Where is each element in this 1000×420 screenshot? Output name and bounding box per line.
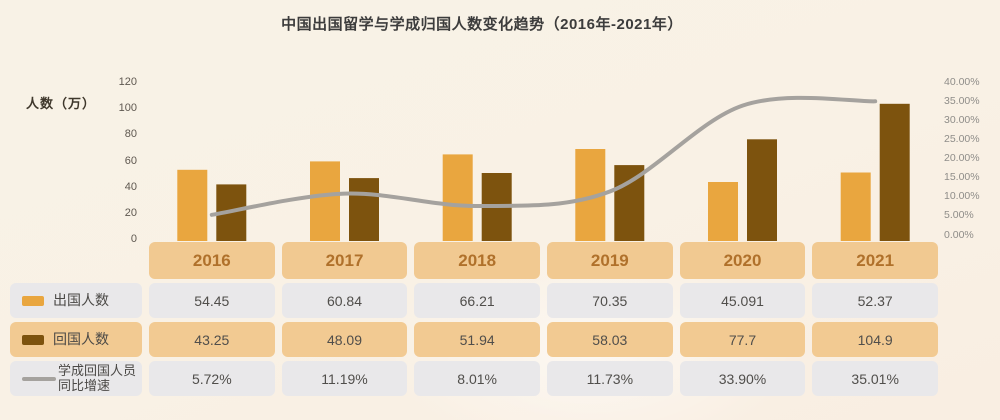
table-cell: 8.01%: [414, 361, 540, 396]
bar-abroad-2017: [310, 161, 340, 241]
y-tick: 100: [118, 102, 137, 115]
bar-abroad-2016: [177, 169, 208, 241]
table-cell: 70.35: [546, 283, 673, 318]
table-cell: 43.25: [149, 322, 275, 357]
y-tick: 0: [130, 233, 137, 246]
y2-tick: 40.00%: [944, 75, 980, 88]
y2-tick: 5.00%: [944, 209, 974, 222]
table-cell: 58.03: [546, 322, 673, 357]
legend-label: 出国人数: [53, 292, 109, 309]
y2-tick: 20.00%: [944, 152, 980, 165]
legend-label: 学成回国人员 同比增速: [58, 362, 137, 393]
bar-abroad-2018: [442, 154, 473, 241]
table-cell: 77.7: [679, 322, 806, 357]
table-cell: 48.09: [281, 322, 408, 357]
table-cell: 104.9: [812, 322, 938, 357]
table-corner-spacer: [10, 242, 142, 279]
year-header-cell: 2018: [414, 242, 540, 279]
legend-abroad: 出国人数: [10, 283, 142, 318]
table-cell: 33.90%: [679, 361, 806, 396]
y-axis-label: 人数（万）: [26, 96, 97, 111]
table-cell: 5.72%: [149, 361, 275, 396]
y2-tick: 30.00%: [944, 113, 980, 126]
abroad-swatch: [22, 295, 44, 306]
y-tick: 120: [118, 76, 137, 88]
table-cell: 60.84: [281, 283, 408, 318]
y2-tick: 35.00%: [944, 94, 980, 107]
year-header-cell: 2017: [281, 242, 408, 279]
bar-return-2017: [349, 178, 379, 241]
bar-return-2020: [747, 139, 777, 241]
table-cell: 54.45: [149, 283, 275, 318]
y-tick: 60: [124, 154, 137, 167]
table-cell: 11.19%: [281, 361, 408, 396]
table-cell: 11.73%: [546, 361, 673, 396]
chart-title: 中国出国留学与学成归国人数变化趋势（2016年-2021年）: [281, 16, 683, 33]
legend-label: 回国人数: [53, 331, 109, 348]
y-tick: 40: [124, 180, 137, 193]
table-cell: 45.091: [679, 283, 806, 318]
growth-line-swatch: [22, 376, 56, 381]
y2-tick: 0.00%: [944, 228, 974, 241]
y2-tick: 25.00%: [944, 132, 980, 145]
bar-abroad-2019: [575, 149, 606, 241]
return-swatch: [22, 334, 44, 345]
table-cell: 35.01%: [812, 361, 938, 396]
y2-tick: 15.00%: [944, 171, 980, 184]
year-header-cell: 2016: [149, 242, 275, 279]
bar-return-2021: [879, 103, 910, 241]
y-tick: 20: [124, 206, 137, 219]
table-cell: 52.37: [812, 283, 938, 318]
year-header-cell: 2021: [812, 242, 938, 279]
legend-return: 回国人数: [10, 322, 142, 357]
bar-abroad-2021: [840, 172, 871, 241]
bar-return-2016: [216, 184, 247, 241]
y2-tick: 10.00%: [944, 190, 980, 203]
legend-growth-rate: 学成回国人员 同比增速: [10, 361, 142, 396]
table-cell: 51.94: [414, 322, 540, 357]
year-header-cell: 2020: [679, 242, 806, 279]
table-cell: 66.21: [414, 283, 540, 318]
bar-return-2018: [481, 173, 512, 241]
data-table: 2016 2017 2018 2019 2020 2021 出国人数 54.45 60.84 66…: [10, 242, 938, 396]
year-header-cell: 2019: [546, 242, 673, 279]
bar-abroad-2020: [708, 182, 738, 241]
y-tick: 80: [124, 128, 137, 141]
growth-rate-line: [209, 95, 878, 217]
bar-return-2019: [614, 165, 645, 241]
